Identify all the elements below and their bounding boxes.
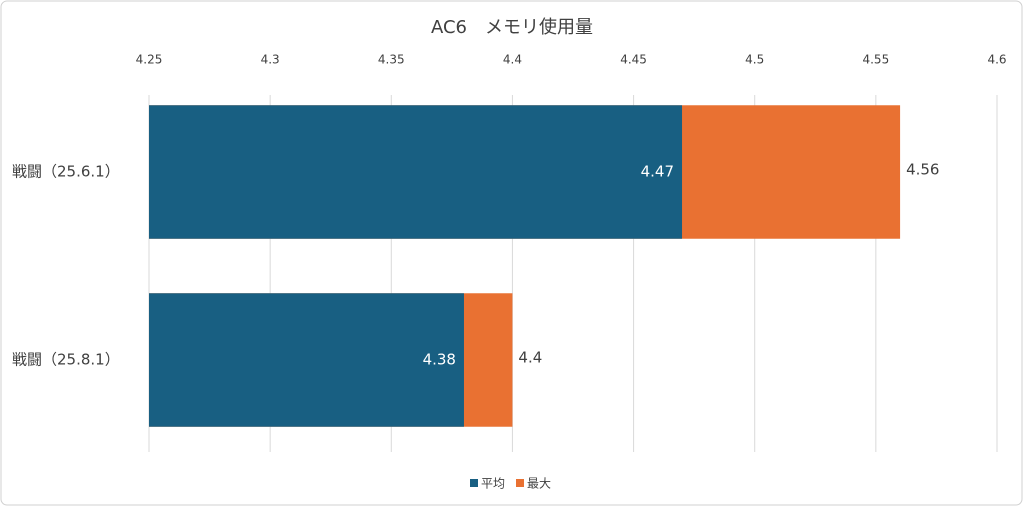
chart-title: AC6 メモリ使用量 xyxy=(431,17,593,38)
x-tick-label: 4.3 xyxy=(261,53,280,67)
data-label: 4.4 xyxy=(518,349,542,367)
legend-label: 平均 xyxy=(481,477,505,491)
y-tick-label: 戦闘（25.6.1） xyxy=(12,163,120,181)
bar xyxy=(149,293,464,427)
x-tick-label: 4.6 xyxy=(987,53,1006,67)
x-tick-label: 4.55 xyxy=(862,53,889,67)
legend-swatch xyxy=(470,479,478,487)
x-tick-label: 4.4 xyxy=(503,53,522,67)
data-label: 4.56 xyxy=(906,161,939,179)
data-label: 4.47 xyxy=(641,163,674,181)
legend-swatch xyxy=(516,479,524,487)
x-tick-label: 4.45 xyxy=(620,53,647,67)
y-tick-label: 戦闘（25.8.1） xyxy=(12,351,120,369)
bar xyxy=(149,105,683,239)
x-tick-label: 4.35 xyxy=(378,53,405,67)
legend-label: 最大 xyxy=(527,477,551,491)
data-label: 4.38 xyxy=(423,351,456,369)
x-tick-label: 4.5 xyxy=(745,53,764,67)
x-tick-label: 4.25 xyxy=(136,53,163,67)
